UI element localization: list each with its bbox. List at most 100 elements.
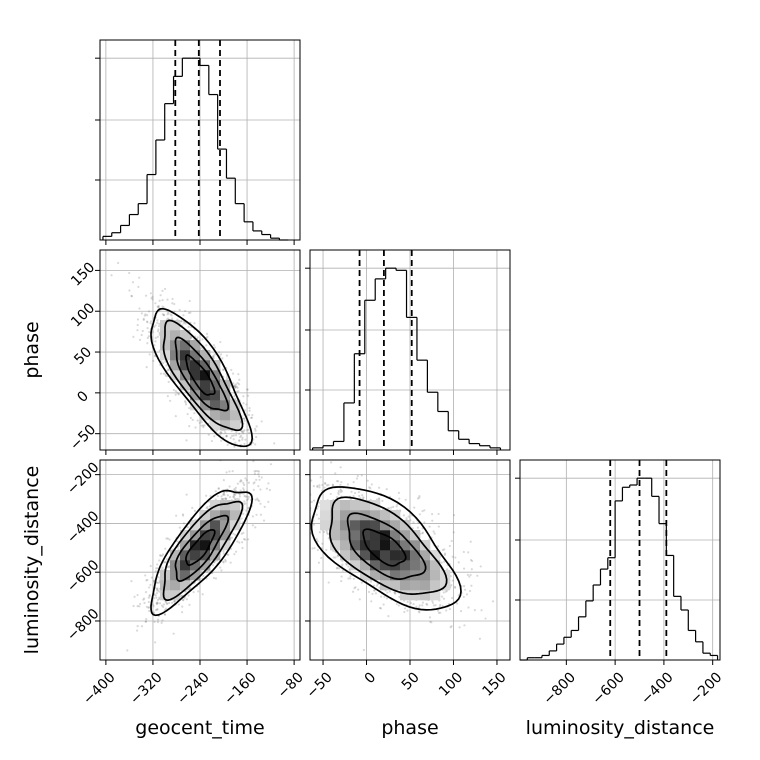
scatter-point — [317, 517, 320, 520]
scatter-point — [379, 607, 383, 610]
scatter-point — [159, 554, 162, 557]
density-bin — [200, 540, 211, 551]
scatter-point — [273, 442, 276, 445]
scatter-point — [354, 586, 357, 589]
density-area-phase-vs-geocent-time — [110, 261, 276, 450]
density-bin — [200, 550, 211, 561]
scatter-point — [268, 488, 272, 492]
scatter-point — [158, 299, 161, 302]
scatter-point — [141, 329, 144, 333]
scatter-point — [269, 463, 273, 466]
density-bin — [170, 320, 181, 331]
scatter-point — [205, 506, 208, 510]
scatter-point — [425, 602, 428, 606]
scatter-point — [140, 312, 143, 315]
scatter-point — [156, 335, 159, 338]
scatter-point — [181, 605, 184, 608]
scatter-point — [326, 532, 330, 536]
scatter-point — [262, 519, 266, 522]
scatter-point — [407, 515, 410, 518]
scatter-point — [244, 495, 247, 498]
scatter-point — [201, 593, 204, 596]
scatter-point — [316, 485, 319, 489]
scatter-point — [149, 322, 152, 325]
scatter-point — [138, 605, 141, 608]
scatter-point — [164, 607, 168, 610]
scatter-point — [242, 432, 245, 435]
scatter-point — [221, 357, 224, 360]
scatter-point — [169, 313, 172, 316]
scatter-point — [157, 581, 160, 585]
scatter-point — [163, 613, 167, 616]
density-bin — [210, 380, 221, 391]
scatter-point — [312, 499, 316, 502]
scatter-point — [156, 319, 159, 322]
scatter-point — [372, 584, 376, 587]
scatter-point — [443, 548, 446, 551]
scatter-point — [470, 568, 473, 571]
density-bin — [190, 570, 201, 581]
scatter-point — [126, 649, 129, 652]
scatter-point — [355, 477, 359, 480]
contour-2 — [162, 319, 244, 432]
density-bin — [190, 380, 201, 391]
scatter-point — [234, 486, 237, 489]
scatter-point — [207, 433, 210, 436]
scatter-point — [220, 495, 223, 498]
scatter-point — [222, 552, 225, 555]
scatter-point — [238, 541, 241, 544]
scatter-point — [166, 310, 169, 313]
scatter-point — [409, 601, 413, 605]
scatter-point — [165, 602, 168, 605]
scatter-point — [154, 594, 157, 597]
scatter-point — [253, 472, 257, 475]
scatter-point — [156, 608, 159, 611]
scatter-point — [418, 611, 421, 614]
scatter-point — [457, 561, 460, 564]
scatter-point — [160, 604, 164, 607]
scatter-point — [234, 493, 237, 496]
scatter-point — [462, 595, 465, 599]
scatter-point — [255, 425, 258, 428]
scatter-point — [176, 391, 179, 394]
scatter-point — [181, 599, 185, 602]
density-bin — [170, 350, 181, 361]
scatter-point — [140, 333, 143, 337]
density-bin — [200, 510, 211, 521]
scatter-point — [236, 382, 239, 385]
scatter-point — [240, 541, 244, 544]
scatter-point — [213, 346, 217, 349]
scatter-point — [440, 561, 443, 564]
density-bin — [220, 520, 231, 531]
density-bin — [180, 570, 191, 581]
scatter-point — [164, 547, 167, 550]
scatter-point — [378, 498, 381, 501]
scatter-point — [433, 532, 436, 535]
scatter-point — [241, 546, 244, 550]
scatter-point — [339, 489, 342, 492]
scatter-point — [463, 585, 466, 588]
scatter-point — [180, 594, 183, 597]
scatter-point — [219, 566, 222, 569]
scatter-point — [406, 600, 409, 603]
scatter-point — [339, 466, 342, 469]
scatter-point — [417, 521, 420, 525]
scatter-point — [369, 487, 372, 490]
scatter-point — [358, 494, 361, 498]
scatter-point — [225, 376, 228, 379]
scatter-point — [182, 322, 185, 325]
scatter-point — [164, 373, 167, 376]
scatter-point — [164, 600, 168, 603]
scatter-point — [152, 611, 155, 614]
scatter-point — [225, 471, 228, 474]
scatter-point — [139, 602, 142, 606]
scatter-point — [156, 598, 160, 602]
scatter-point — [167, 380, 170, 384]
scatter-point — [233, 494, 236, 497]
scatter-point — [325, 548, 328, 552]
scatter-point — [156, 618, 160, 621]
scatter-point — [202, 425, 205, 429]
scatter-point — [241, 436, 244, 439]
scatter-point — [192, 590, 195, 594]
scatter-point — [351, 590, 355, 593]
